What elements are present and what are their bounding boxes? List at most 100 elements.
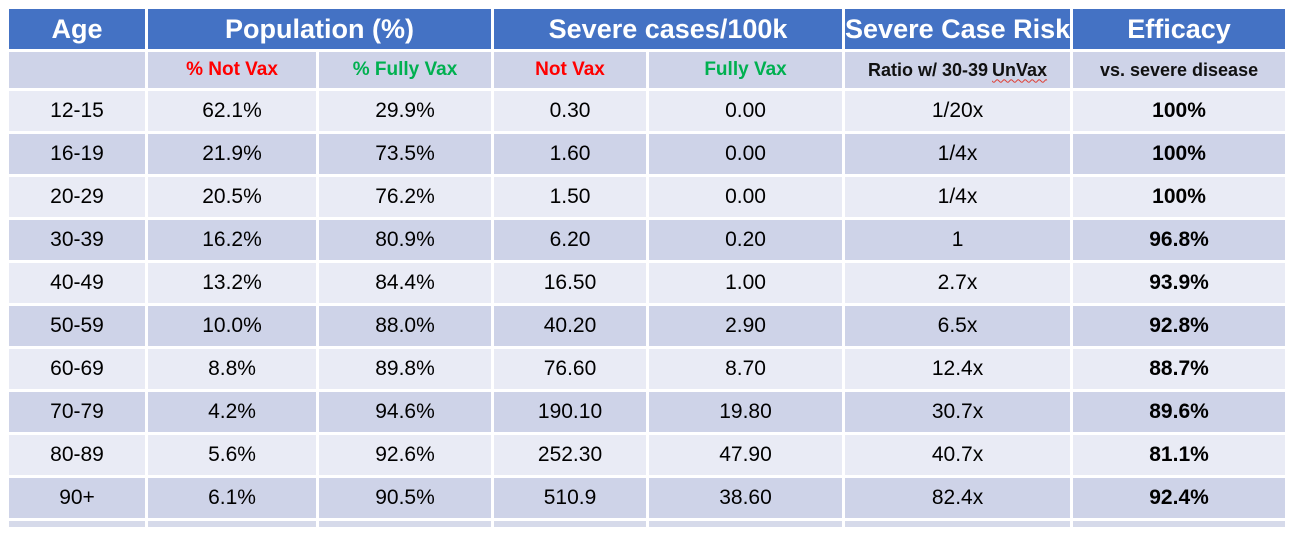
cell-risk-ratio: 2.7x [845,263,1071,303]
cell-efficacy: 100% [1073,134,1286,174]
cell-efficacy: 89.6% [1073,392,1286,432]
cell-cases-fully-vax: 38.60 [649,478,843,518]
cell-cases-not-vax: 6.20 [494,220,647,260]
cell-pct-fully-vax: 94.6% [319,392,492,432]
cell-age: 40-49 [9,263,145,303]
cell-age: 80-89 [9,435,145,475]
cell-pct-not-vax: 6.1% [148,478,316,518]
cell-pct-fully-vax: 90.5% [319,478,492,518]
cell-pct-fully-vax: 29.9% [319,91,492,131]
cell-cases-not-vax: 510.9 [494,478,647,518]
table-body: 12-15 62.1% 29.9% 0.30 0.00 1/20x 100% 1… [9,91,1286,518]
cell-efficacy: 96.8% [1073,220,1286,260]
cell-pct-fully-vax: 76.2% [319,177,492,217]
cell-pct-fully-vax: 88.0% [319,306,492,346]
cell-efficacy: 92.4% [1073,478,1286,518]
cell-pct-not-vax: 13.2% [148,263,316,303]
cell-cases-fully-vax: 47.90 [649,435,843,475]
cell-efficacy: 88.7% [1073,349,1286,389]
cell-risk-ratio: 30.7x [845,392,1071,432]
cell-pct-not-vax: 8.8% [148,349,316,389]
cell-pct-fully-vax: 80.9% [319,220,492,260]
cell-risk-ratio: 1/4x [845,177,1071,217]
cell-pct-not-vax: 5.6% [148,435,316,475]
cell-cases-not-vax: 190.10 [494,392,647,432]
cell-pct-not-vax: 10.0% [148,306,316,346]
cell-cases-fully-vax: 8.70 [649,349,843,389]
cell-cases-fully-vax: 0.20 [649,220,843,260]
subheader-pct-not-vax: % Not Vax [148,52,316,88]
cell-age: 20-29 [9,177,145,217]
cell-efficacy: 100% [1073,91,1286,131]
table-header-row: Age Population (%) Severe cases/100k Sev… [9,9,1286,49]
table-row: 16-19 21.9% 73.5% 1.60 0.00 1/4x 100% [9,134,1286,174]
col-header-severe-cases: Severe cases/100k [494,9,843,49]
table-row: 70-79 4.2% 94.6% 190.10 19.80 30.7x 89.6… [9,392,1286,432]
cell-age: 70-79 [9,392,145,432]
cell-pct-not-vax: 20.5% [148,177,316,217]
cell-cases-not-vax: 252.30 [494,435,647,475]
cell-pct-not-vax: 4.2% [148,392,316,432]
cell-pct-fully-vax: 73.5% [319,134,492,174]
cell-pct-fully-vax: 92.6% [319,435,492,475]
cell-pct-fully-vax: 89.8% [319,349,492,389]
cell-risk-ratio: 82.4x [845,478,1071,518]
table-cutoff-body [9,521,1286,527]
cell-cases-fully-vax: 0.00 [649,134,843,174]
cell-cases-not-vax: 76.60 [494,349,647,389]
cell-risk-ratio: 12.4x [845,349,1071,389]
subheader-cases-fully-vax: Fully Vax [649,52,843,88]
cell-risk-ratio: 1 [845,220,1071,260]
cell-age: 90+ [9,478,145,518]
cell-efficacy: 81.1% [1073,435,1286,475]
table-row: 90+ 6.1% 90.5% 510.9 38.60 82.4x 92.4% [9,478,1286,518]
cell-risk-ratio: 1/4x [845,134,1071,174]
cell-risk-ratio: 6.5x [845,306,1071,346]
col-header-efficacy: Efficacy [1073,9,1286,49]
col-header-age: Age [9,9,145,49]
table-row: 80-89 5.6% 92.6% 252.30 47.90 40.7x 81.1… [9,435,1286,475]
cell-risk-ratio: 1/20x [845,91,1071,131]
cell-cases-not-vax: 1.60 [494,134,647,174]
cell-age: 30-39 [9,220,145,260]
subheader-risk-ratio: Ratio w/ 30-39 UnVax [845,52,1071,88]
risk-ratio-unvax-word: UnVax [992,59,1048,80]
cell-efficacy: 92.8% [1073,306,1286,346]
cell-cases-not-vax: 0.30 [494,91,647,131]
subheader-age-empty [9,52,145,88]
vaccine-efficacy-table: Age Population (%) Severe cases/100k Sev… [6,6,1288,530]
col-header-population: Population (%) [148,9,492,49]
table-row: 50-59 10.0% 88.0% 40.20 2.90 6.5x 92.8% [9,306,1286,346]
cell-pct-fully-vax: 84.4% [319,263,492,303]
cell-efficacy: 100% [1073,177,1286,217]
table-subheader-row: % Not Vax % Fully Vax Not Vax Fully Vax … [9,52,1286,88]
table-row: 60-69 8.8% 89.8% 76.60 8.70 12.4x 88.7% [9,349,1286,389]
cell-cases-fully-vax: 1.00 [649,263,843,303]
cell-age: 16-19 [9,134,145,174]
table-row: 12-15 62.1% 29.9% 0.30 0.00 1/20x 100% [9,91,1286,131]
cell-efficacy: 93.9% [1073,263,1286,303]
cell-cases-not-vax: 40.20 [494,306,647,346]
col-header-severe-case-risk: Severe Case Risk [845,9,1071,49]
subheader-pct-fully-vax: % Fully Vax [319,52,492,88]
table-row: 20-29 20.5% 76.2% 1.50 0.00 1/4x 100% [9,177,1286,217]
table-row: 40-49 13.2% 84.4% 16.50 1.00 2.7x 93.9% [9,263,1286,303]
cell-cases-fully-vax: 2.90 [649,306,843,346]
risk-ratio-label: Ratio w/ 30-39 [867,59,989,80]
cell-pct-not-vax: 62.1% [148,91,316,131]
cell-age: 50-59 [9,306,145,346]
cell-cases-fully-vax: 19.80 [649,392,843,432]
cell-pct-not-vax: 21.9% [148,134,316,174]
cell-cases-fully-vax: 0.00 [649,177,843,217]
subheader-cases-not-vax: Not Vax [494,52,647,88]
cell-age: 12-15 [9,91,145,131]
table-row: 30-39 16.2% 80.9% 6.20 0.20 1 96.8% [9,220,1286,260]
cell-age: 60-69 [9,349,145,389]
cell-cases-not-vax: 16.50 [494,263,647,303]
cell-cases-fully-vax: 0.00 [649,91,843,131]
cutoff-row [9,521,1286,527]
cell-pct-not-vax: 16.2% [148,220,316,260]
subheader-efficacy: vs. severe disease [1073,52,1286,88]
cell-cases-not-vax: 1.50 [494,177,647,217]
